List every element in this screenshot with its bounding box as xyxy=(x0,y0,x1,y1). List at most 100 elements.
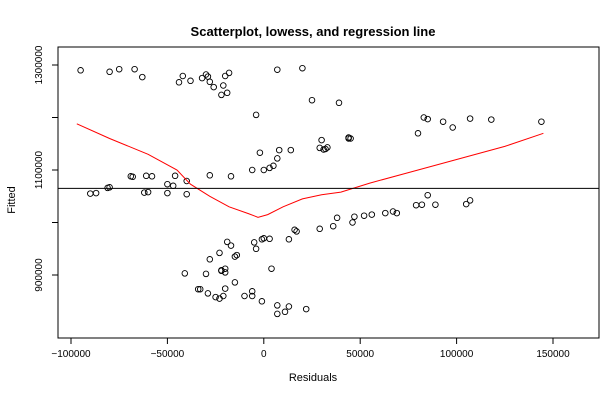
data-point xyxy=(449,124,456,131)
data-point xyxy=(347,135,354,142)
x-tick-label: 0 xyxy=(261,349,267,360)
y-tick-label: 1300000 xyxy=(34,45,45,84)
data-point xyxy=(420,114,428,121)
data-point xyxy=(142,172,150,180)
data-point xyxy=(206,78,214,86)
data-point xyxy=(389,208,397,215)
data-point xyxy=(488,116,495,123)
data-point xyxy=(424,191,431,199)
data-point xyxy=(202,71,210,78)
data-point xyxy=(335,99,343,107)
data-point xyxy=(194,285,202,293)
x-tick-label: 50000 xyxy=(346,349,374,360)
data-point xyxy=(202,270,210,278)
data-point xyxy=(329,222,337,230)
data-point xyxy=(221,265,229,272)
data-point xyxy=(268,265,275,272)
data-point xyxy=(368,211,376,218)
data-point xyxy=(227,242,235,249)
data-point xyxy=(462,200,470,208)
data-point xyxy=(164,189,171,197)
data-point xyxy=(210,83,217,91)
lowess-curve xyxy=(76,123,544,218)
data-point xyxy=(432,201,439,208)
data-point xyxy=(260,166,268,174)
scatter-points xyxy=(77,64,545,318)
data-point xyxy=(291,226,298,234)
data-point xyxy=(316,225,323,233)
data-point xyxy=(393,209,401,217)
y-tick-label: 1100000 xyxy=(34,150,45,189)
data-point xyxy=(412,201,420,209)
data-point xyxy=(274,155,281,162)
data-point xyxy=(250,239,258,246)
data-point xyxy=(275,146,283,154)
data-point xyxy=(466,197,474,204)
data-point xyxy=(231,253,239,260)
x-axis: −100000 −50000 0 50000 100000 150000 xyxy=(51,337,570,360)
data-point xyxy=(287,146,295,154)
data-point xyxy=(308,96,316,104)
data-point xyxy=(349,219,356,226)
data-point xyxy=(220,292,227,300)
data-point xyxy=(175,79,183,86)
data-point xyxy=(181,270,189,277)
data-point xyxy=(183,177,190,185)
x-tick-label: 150000 xyxy=(536,349,570,360)
data-point xyxy=(223,238,231,246)
data-point xyxy=(333,214,341,222)
data-point xyxy=(285,236,293,243)
data-point xyxy=(127,173,135,180)
x-tick-label: 100000 xyxy=(440,349,474,360)
data-point xyxy=(345,135,352,142)
data-point xyxy=(360,212,368,219)
data-point xyxy=(274,66,281,73)
data-point xyxy=(258,298,266,305)
data-point xyxy=(258,236,266,243)
chart-title: Scatterplot, lowess, and regression line xyxy=(191,24,436,39)
data-point xyxy=(320,146,327,153)
data-point xyxy=(164,180,171,188)
data-point xyxy=(316,144,323,152)
data-point xyxy=(206,172,214,179)
y-tick-label: 900000 xyxy=(34,258,45,292)
data-point xyxy=(220,82,227,89)
data-point xyxy=(351,213,358,220)
data-point xyxy=(231,279,239,286)
data-point xyxy=(218,91,225,99)
data-point xyxy=(225,69,233,77)
data-point xyxy=(221,269,229,276)
data-point xyxy=(299,64,306,72)
data-point xyxy=(285,303,293,310)
data-point xyxy=(198,74,206,82)
data-point xyxy=(281,308,289,316)
data-point xyxy=(144,188,152,196)
data-point xyxy=(318,136,325,144)
data-point xyxy=(221,285,229,292)
data-point xyxy=(274,310,281,318)
x-axis-label: Residuals xyxy=(289,372,338,384)
data-point xyxy=(221,72,229,80)
data-point xyxy=(77,67,84,74)
data-point xyxy=(92,189,100,197)
data-point xyxy=(248,166,256,174)
data-point xyxy=(115,65,123,73)
data-point xyxy=(266,235,273,243)
data-point xyxy=(424,115,431,123)
data-point xyxy=(414,130,422,137)
data-point xyxy=(293,228,300,235)
data-point xyxy=(179,72,187,80)
data-point xyxy=(141,189,148,196)
data-point xyxy=(183,190,190,198)
data-point xyxy=(538,118,545,125)
data-point xyxy=(274,302,281,309)
data-point xyxy=(252,245,260,253)
data-point xyxy=(466,115,474,122)
data-point xyxy=(439,118,447,125)
data-point xyxy=(212,293,219,301)
x-tick-label: −50000 xyxy=(151,349,185,360)
data-point xyxy=(204,290,212,297)
data-point xyxy=(171,172,179,180)
